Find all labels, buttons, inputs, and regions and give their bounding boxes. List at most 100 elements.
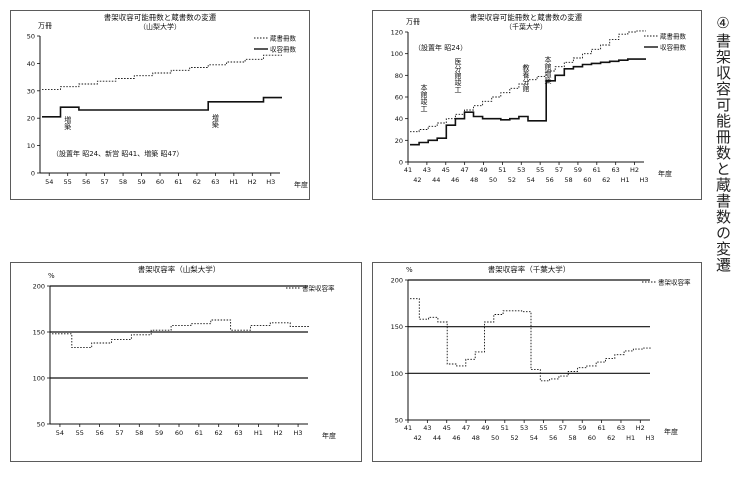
x-tick-label-bottom: 48 [470, 176, 478, 184]
chart-svg: 書架収容可能冊数と蔵書数の変遷（千葉大学） 万冊 0 20 40 60 80 100 120 41… [372, 10, 702, 200]
x-tick-label-top: 53 [517, 166, 525, 174]
x-tick-label-bottom: 44 [433, 434, 441, 442]
x-tick-label-bottom: 50 [489, 176, 497, 184]
y-tick-label: 50 [27, 33, 35, 41]
chart-frame [10, 262, 362, 462]
y-tick-label: 0 [399, 159, 403, 167]
y-tick-label: 100 [391, 370, 403, 378]
x-tick-label-top: 45 [442, 166, 450, 174]
annotation: 医分館竣工 [454, 58, 462, 93]
x-tick-label-bottom: 56 [545, 176, 553, 184]
x-axis-label: 年度 [322, 431, 336, 440]
x-tick-label-bottom: 42 [414, 434, 422, 442]
y-tick-label: 100 [391, 50, 403, 58]
x-tick-label-top: 63 [612, 166, 620, 174]
chart-panel-chiba-rate: 書架収容率（千葉大学）% 50 100 150 200 41 43 45 47 49 51 53 55 5… [372, 262, 702, 462]
y-tick-label: 200 [391, 277, 403, 285]
x-tick-label-top: 45 [443, 424, 451, 432]
x-tick-label-top: 59 [578, 424, 586, 432]
x-tick-label: H2 [274, 429, 283, 437]
x-tick-label: 61 [195, 429, 203, 437]
y-tick-label: 10 [27, 142, 35, 150]
x-tick-label-bottom: 54 [530, 434, 538, 442]
y-tick-label: 40 [395, 115, 403, 123]
x-tick-label-bottom: 44 [432, 176, 440, 184]
x-tick-label-bottom: 46 [451, 176, 459, 184]
x-tick-label-top: H2 [636, 424, 645, 432]
annotation: 増築 [64, 115, 72, 131]
y-tick-label: 30 [27, 87, 35, 95]
chart-title: 書架収容可能冊数と蔵書数の変遷 [470, 12, 583, 22]
x-tick-label: 61 [174, 178, 182, 186]
x-axis-label: 年度 [294, 180, 308, 189]
x-tick-label: 56 [82, 178, 90, 186]
legend-label: 収容冊数 [660, 43, 687, 52]
x-tick-label-top: 43 [423, 166, 431, 174]
x-tick-label-top: 47 [462, 424, 470, 432]
x-tick-label-bottom: 46 [452, 434, 460, 442]
chart-frame [10, 10, 310, 200]
x-tick-label: H3 [266, 178, 275, 186]
x-tick-label-top: H2 [630, 166, 639, 174]
annotation: （設置年 昭24） [414, 43, 467, 52]
x-tick-label-bottom: 52 [510, 434, 518, 442]
x-tick-label-top: 41 [404, 424, 412, 432]
x-tick-label: 57 [115, 429, 123, 437]
x-tick-label: 59 [137, 178, 145, 186]
x-tick-label: 58 [135, 429, 143, 437]
x-tick-label-bottom: H1 [626, 434, 635, 442]
x-tick-label-top: 47 [460, 166, 468, 174]
x-tick-label-bottom: 42 [413, 176, 421, 184]
series-line-solid [42, 96, 282, 118]
annotation: 本館増築 [544, 55, 552, 85]
x-tick-label: 54 [45, 178, 53, 186]
x-tick-label: 63 [234, 429, 242, 437]
x-tick-label-top: 63 [617, 424, 625, 432]
x-tick-label-bottom: 62 [607, 434, 615, 442]
x-tick-label-bottom: 58 [564, 176, 572, 184]
x-tick-label: 59 [155, 429, 163, 437]
x-tick-label-bottom: H3 [639, 176, 648, 184]
x-tick-label: 58 [119, 178, 127, 186]
legend-label: 蔵書冊数 [660, 32, 687, 41]
y-tick-label: 50 [37, 421, 45, 429]
x-tick-label: H1 [229, 178, 238, 186]
series-line-dotted [52, 319, 310, 349]
annotation: 教養分館 [522, 63, 530, 93]
x-tick-label-top: 49 [481, 424, 489, 432]
x-tick-label-top: 43 [423, 424, 431, 432]
x-tick-label: 62 [193, 178, 201, 186]
x-tick-label-top: 53 [520, 424, 528, 432]
y-tick-label: 200 [33, 283, 45, 291]
series-line-dotted [410, 298, 652, 382]
chart-panel-yamanashi-rate: 書架収容率（山梨大学）% 50 100 150 200 54 55 56 57 58 59 60 61 6… [10, 262, 362, 462]
y-tick-label: 60 [395, 94, 403, 102]
x-tick-label-bottom: 56 [549, 434, 557, 442]
chart-title: 書架収容可能冊数と蔵書数の変遷 [104, 12, 217, 22]
x-tick-label: 55 [64, 178, 72, 186]
chart-title: 書架収容率（千葉大学） [488, 264, 571, 274]
x-tick-label-bottom: 50 [491, 434, 499, 442]
x-tick-label: 60 [175, 429, 183, 437]
y-tick-label: 150 [33, 329, 45, 337]
x-tick-label: H2 [248, 178, 257, 186]
y-tick-label: 50 [395, 417, 403, 425]
legend-label: 書架収容率 [302, 284, 335, 293]
x-tick-label: 57 [100, 178, 108, 186]
x-tick-label-bottom: 58 [568, 434, 576, 442]
y-axis-label: % [406, 266, 413, 274]
x-tick-label: 54 [56, 429, 64, 437]
x-tick-label-top: 59 [574, 166, 582, 174]
chart-frame [372, 10, 702, 200]
x-tick-label: H1 [254, 429, 263, 437]
chart-svg: 書架収容率（山梨大学）% 50 100 150 200 54 55 56 57 58 59 60 61 6… [10, 262, 362, 462]
chart-subtitle: （山梨大学） [139, 22, 181, 31]
chart-panel-yamanashi-volumes: 書架収容可能冊数と蔵書数の変遷 （山梨大学） 万冊 0 10 20 30 40 50 54 55 56… [10, 10, 310, 200]
x-tick-label-bottom: 48 [472, 434, 480, 442]
legend-label: 収容冊数 [270, 45, 297, 54]
x-tick-label-bottom: 60 [588, 434, 596, 442]
x-tick-label-top: 57 [559, 424, 567, 432]
chart-title: 書架収容率（山梨大学） [138, 264, 221, 274]
x-tick-label-top: 55 [536, 166, 544, 174]
